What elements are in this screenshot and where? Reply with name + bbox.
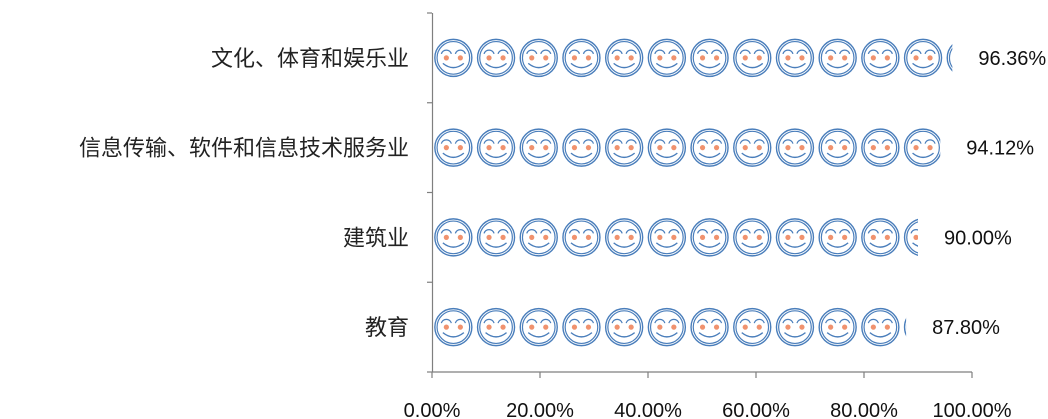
smiley-icon: [690, 218, 729, 257]
smiley-icon: [818, 307, 857, 347]
smiley-icon: [434, 218, 473, 257]
smiley-icon: [519, 128, 558, 167]
bars: [434, 38, 953, 347]
category-label: 文化、体育和娱乐业: [211, 47, 409, 72]
smiley-icon: [562, 128, 601, 167]
smiley-icon: [775, 128, 815, 167]
axes: [427, 12, 973, 378]
smiley-icon: [775, 218, 815, 257]
category-label: 建筑业: [343, 226, 409, 251]
smiley-icon: [562, 218, 601, 257]
smiley-icon: [690, 307, 729, 347]
x-tick-label: 40.00%: [614, 400, 682, 419]
x-tick-label: 0.00%: [404, 400, 461, 419]
smiley-icon: [647, 38, 687, 78]
smiley-icon: [690, 38, 729, 78]
smiley-icon: [861, 38, 900, 78]
smiley-icon: [733, 128, 772, 167]
smiley-icon: [818, 38, 857, 78]
smiley-icon: [604, 38, 644, 78]
smiley-icon: [903, 218, 918, 257]
x-tick-label: 20.00%: [506, 400, 574, 419]
smiley-icon: [775, 38, 815, 78]
smiley-icon: [775, 307, 815, 347]
smiley-icon: [562, 307, 601, 347]
x-tick-label: 80.00%: [830, 400, 898, 419]
x-tick-label: 60.00%: [722, 400, 790, 419]
smiley-icon: [604, 307, 644, 347]
smiley-icon: [861, 128, 900, 167]
smiley-icon: [476, 38, 516, 78]
smiley-icon: [733, 38, 772, 78]
bar: [434, 128, 941, 167]
smiley-icon: [604, 128, 644, 167]
smiley-icon: [434, 128, 473, 167]
smiley-icon: [519, 218, 558, 257]
value-label: 87.80%: [932, 317, 1000, 339]
smiley-icon: [861, 218, 900, 257]
smiley-icon: [434, 307, 473, 347]
smiley-icon: [733, 218, 772, 257]
smiley-icon: [818, 128, 857, 167]
smiley-icon: [476, 218, 516, 257]
smiley-icon: [647, 218, 687, 257]
value-label: 94.12%: [966, 138, 1034, 160]
x-tick-labels: 0.00% 20.00% 40.00% 60.00% 80.00% 100.00%: [404, 400, 1012, 419]
smiley-icon: [519, 38, 558, 78]
x-tick-label: 100.00%: [933, 400, 1012, 419]
smiley-icon: [818, 218, 857, 257]
smiley-icon: [519, 307, 558, 347]
smiley-icon: [562, 38, 601, 78]
smiley-icon: [647, 307, 687, 347]
value-label: 96.36%: [978, 48, 1046, 70]
smiley-icon: [733, 307, 772, 347]
bar: [434, 307, 907, 347]
smiley-icon: [647, 128, 687, 167]
smiley-icon: [903, 128, 941, 167]
smiley-icon: [604, 218, 644, 257]
smiley-icon: [903, 38, 943, 78]
category-label: 教育: [365, 316, 409, 341]
category-label: 信息传输、软件和信息技术服务业: [79, 137, 409, 162]
value-label: 90.00%: [944, 227, 1012, 249]
smiley-icon: [476, 128, 516, 167]
smiley-icon: [434, 38, 473, 78]
smiley-icon: [690, 128, 729, 167]
smiley-icon: [476, 307, 516, 347]
value-labels: 96.36% 94.12% 90.00% 87.80%: [932, 48, 1046, 339]
smiley-icon: [861, 307, 900, 347]
bar: [434, 38, 953, 78]
bar: [434, 218, 918, 257]
